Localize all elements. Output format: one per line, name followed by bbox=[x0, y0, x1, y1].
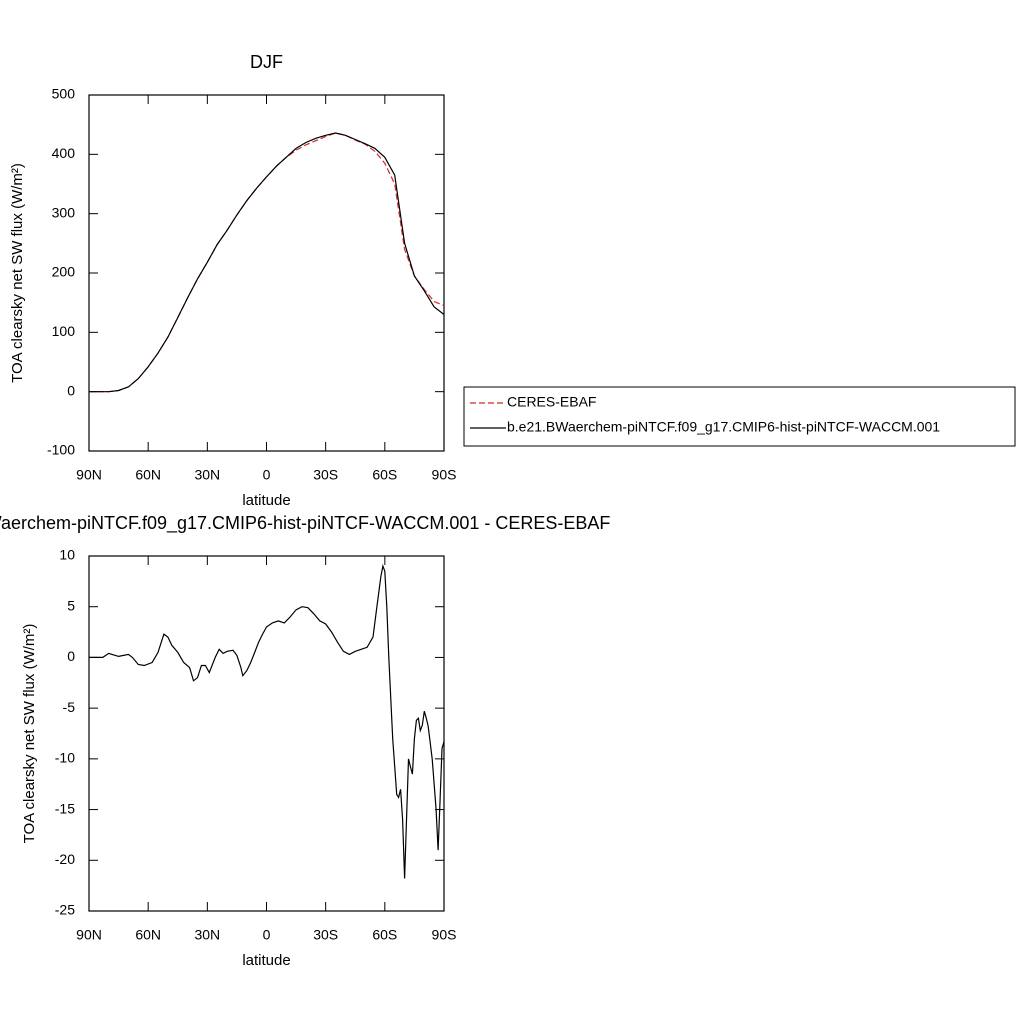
x-tick-label: 30S bbox=[313, 467, 338, 483]
y-tick-label: 5 bbox=[67, 597, 75, 613]
x-tick-label: 0 bbox=[263, 467, 271, 483]
x-tick-label: 60S bbox=[372, 467, 397, 483]
y-axis-label: TOA clearsky net SW flux (W/m²) bbox=[9, 163, 26, 383]
x-axis-label: latitude bbox=[242, 492, 290, 509]
x-tick-label: 60N bbox=[135, 927, 161, 943]
y-tick-label: 10 bbox=[59, 547, 75, 563]
y-tick-label: 0 bbox=[67, 648, 75, 664]
y-tick-label: -100 bbox=[47, 442, 75, 458]
x-tick-label: 90S bbox=[432, 467, 457, 483]
y-tick-label: -15 bbox=[55, 800, 75, 816]
data-line bbox=[89, 132, 445, 393]
y-tick-label: 500 bbox=[52, 86, 76, 102]
y-tick-label: 0 bbox=[67, 382, 75, 398]
data-line bbox=[89, 132, 445, 393]
legend-label: b.e21.BWaerchem-piNTCF.f09_g17.CMIP6-his… bbox=[507, 419, 940, 435]
chart-title: b.e21.BWaerchem-piNTCF.f09_g17.CMIP6-his… bbox=[0, 513, 610, 534]
x-tick-label: 90N bbox=[76, 927, 102, 943]
chart-title: DJF bbox=[250, 52, 283, 72]
y-tick-label: -5 bbox=[63, 699, 76, 715]
legend-box bbox=[463, 386, 1016, 447]
y-tick-label: -25 bbox=[55, 902, 75, 918]
plot-frame bbox=[88, 94, 445, 452]
y-tick-label: 400 bbox=[52, 145, 76, 161]
x-tick-label: 30N bbox=[194, 927, 220, 943]
x-tick-label: 90N bbox=[76, 467, 102, 483]
y-axis-label: TOA clearsky net SW flux (W/m²) bbox=[21, 624, 38, 844]
x-tick-label: 0 bbox=[263, 927, 271, 943]
x-tick-label: 30N bbox=[194, 467, 220, 483]
x-tick-label: 60N bbox=[135, 467, 161, 483]
y-tick-label: -20 bbox=[55, 851, 75, 867]
x-tick-label: 30S bbox=[313, 927, 338, 943]
x-tick-label: 60S bbox=[372, 927, 397, 943]
legend-label: CERES-EBAF bbox=[507, 394, 596, 410]
x-axis-label: latitude bbox=[242, 952, 290, 969]
plot-frame bbox=[88, 555, 445, 912]
data-line bbox=[89, 563, 445, 879]
x-tick-label: 90S bbox=[432, 927, 457, 943]
y-tick-label: -10 bbox=[55, 750, 75, 766]
y-tick-label: 100 bbox=[52, 323, 76, 339]
y-tick-label: 200 bbox=[52, 264, 76, 280]
y-tick-label: 300 bbox=[52, 204, 76, 220]
